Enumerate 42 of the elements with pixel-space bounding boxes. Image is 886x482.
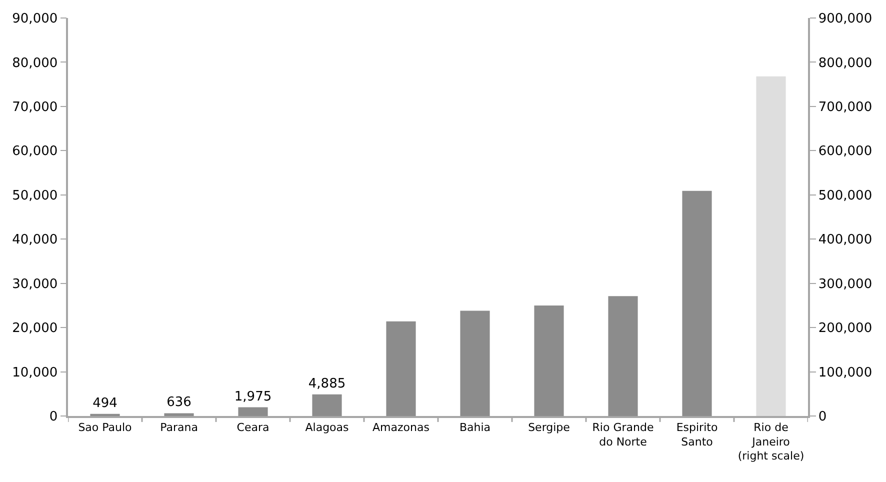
- y-tick-label: 20,000: [12, 321, 58, 336]
- y2-tick-label: 500,000: [818, 188, 872, 204]
- y2-tick-label: 600,000: [818, 144, 872, 160]
- y-tick-label: 90,000: [12, 12, 58, 27]
- x-tick-label: Espirito Santo: [676, 420, 718, 448]
- bar: [682, 190, 712, 416]
- x-tick-label: Ceara: [236, 420, 270, 434]
- x-tick-label: Rio de Janeiro (right scale): [738, 420, 804, 463]
- y2-tick-label: 100,000: [818, 365, 872, 380]
- y2-tick-label: 400,000: [818, 232, 872, 248]
- y-tick-label: 80,000: [12, 56, 58, 71]
- bar: [386, 321, 416, 416]
- x-tick-label: Sao Paulo: [78, 420, 132, 434]
- x-tick-label: Parana: [160, 420, 198, 434]
- y-tick-label: 70,000: [12, 100, 58, 115]
- y-tick-label: 0: [49, 410, 58, 425]
- y2-tick-label: 800,000: [818, 56, 872, 71]
- bar: [164, 413, 194, 416]
- bar: [312, 394, 342, 416]
- x-tick-label: Sergipe: [528, 420, 570, 434]
- data-label: 4,885: [308, 376, 346, 392]
- y2-tick-label: 0: [818, 410, 827, 425]
- x-tick-label: Amazonas: [372, 420, 430, 434]
- y-tick-label: 10,000: [12, 365, 58, 380]
- x-tick-label: Alagoas: [305, 420, 350, 434]
- data-label: 1,975: [234, 389, 272, 404]
- y2-tick-label: 200,000: [818, 321, 872, 336]
- y-tick-label: 50,000: [12, 188, 58, 204]
- y-tick-label: 60,000: [12, 144, 58, 160]
- y2-tick-label: 900,000: [818, 12, 872, 27]
- bar: [238, 407, 268, 416]
- y2-tick-label: 700,000: [818, 100, 872, 115]
- bar: [534, 305, 564, 416]
- x-tick-label: Bahia: [459, 420, 491, 434]
- y-tick-label: 30,000: [12, 276, 58, 292]
- y2-tick-label: 300,000: [818, 276, 872, 292]
- x-tick-label: Rio Grande do Norte: [592, 420, 654, 448]
- bar: [460, 310, 490, 416]
- bar: [608, 296, 638, 416]
- data-label: 494: [92, 396, 118, 411]
- y-tick-label: 40,000: [12, 232, 58, 248]
- data-label: 636: [166, 395, 192, 410]
